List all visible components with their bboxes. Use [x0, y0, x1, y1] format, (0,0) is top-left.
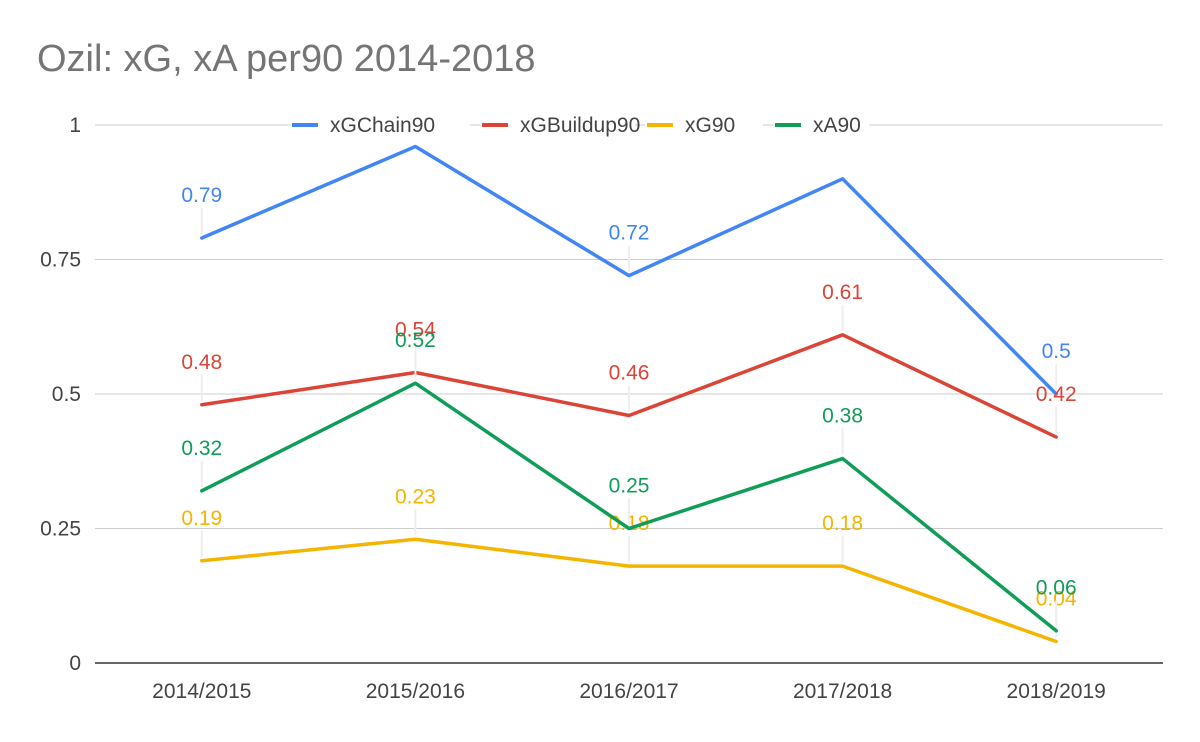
y-tick-label: 1: [69, 114, 81, 137]
data-label-xA90: 0.52: [395, 329, 436, 352]
data-label-xA90: 0.32: [181, 437, 222, 460]
series-line-xG90: [200, 537, 1058, 644]
data-label-xA90: 0.06: [1036, 577, 1077, 600]
series-line-xGChain90: [200, 144, 1058, 396]
data-label-xGBuildup90: 0.48: [181, 351, 222, 374]
data-label-xG90: 0.04: [1036, 587, 1077, 610]
data-label-xG90: 0.23: [395, 485, 436, 508]
data-label-xGChain90: 0.5: [1042, 340, 1071, 363]
data-label-xA90: 0.25: [609, 475, 650, 498]
y-tick-label: 0.75: [40, 249, 81, 272]
data-label-xGBuildup90: 0.61: [822, 281, 863, 304]
data-label-xG90: 0.18: [822, 512, 863, 535]
legend-label-xGBuildup90: xGBuildup90: [520, 114, 640, 137]
series-line-xGBuildup90: [200, 333, 1058, 439]
data-label-xGChain90: 0.72: [609, 222, 650, 245]
series-line-xA90: [200, 381, 1058, 633]
data-label-xGBuildup90: 0.42: [1036, 383, 1077, 406]
x-tick-label: 2014/2015: [152, 680, 251, 703]
data-label-xG90: 0.19: [181, 507, 222, 530]
legend-label-xA90: xA90: [813, 114, 861, 137]
y-tick-label: 0.25: [40, 518, 81, 541]
chart-title: Ozil: xG, xA per90 2014-2018: [37, 38, 536, 80]
legend-item-bg: [290, 112, 470, 138]
x-tick-label: 2015/2016: [366, 680, 465, 703]
x-tick-label: 2018/2019: [1007, 680, 1106, 703]
legend-label-xG90: xG90: [685, 114, 735, 137]
y-tick-label: 0: [69, 652, 81, 675]
data-label-xGBuildup90: 0.54: [395, 318, 436, 341]
data-label-xGBuildup90: 0.46: [609, 362, 650, 385]
data-label-xGChain90: 0.79: [181, 184, 222, 207]
x-tick-label: 2017/2018: [793, 680, 892, 703]
x-tick-label: 2016/2017: [579, 680, 678, 703]
data-label-xA90: 0.38: [822, 405, 863, 428]
legend-label-xGChain90: xGChain90: [330, 114, 435, 137]
y-tick-label: 0.5: [52, 383, 81, 406]
